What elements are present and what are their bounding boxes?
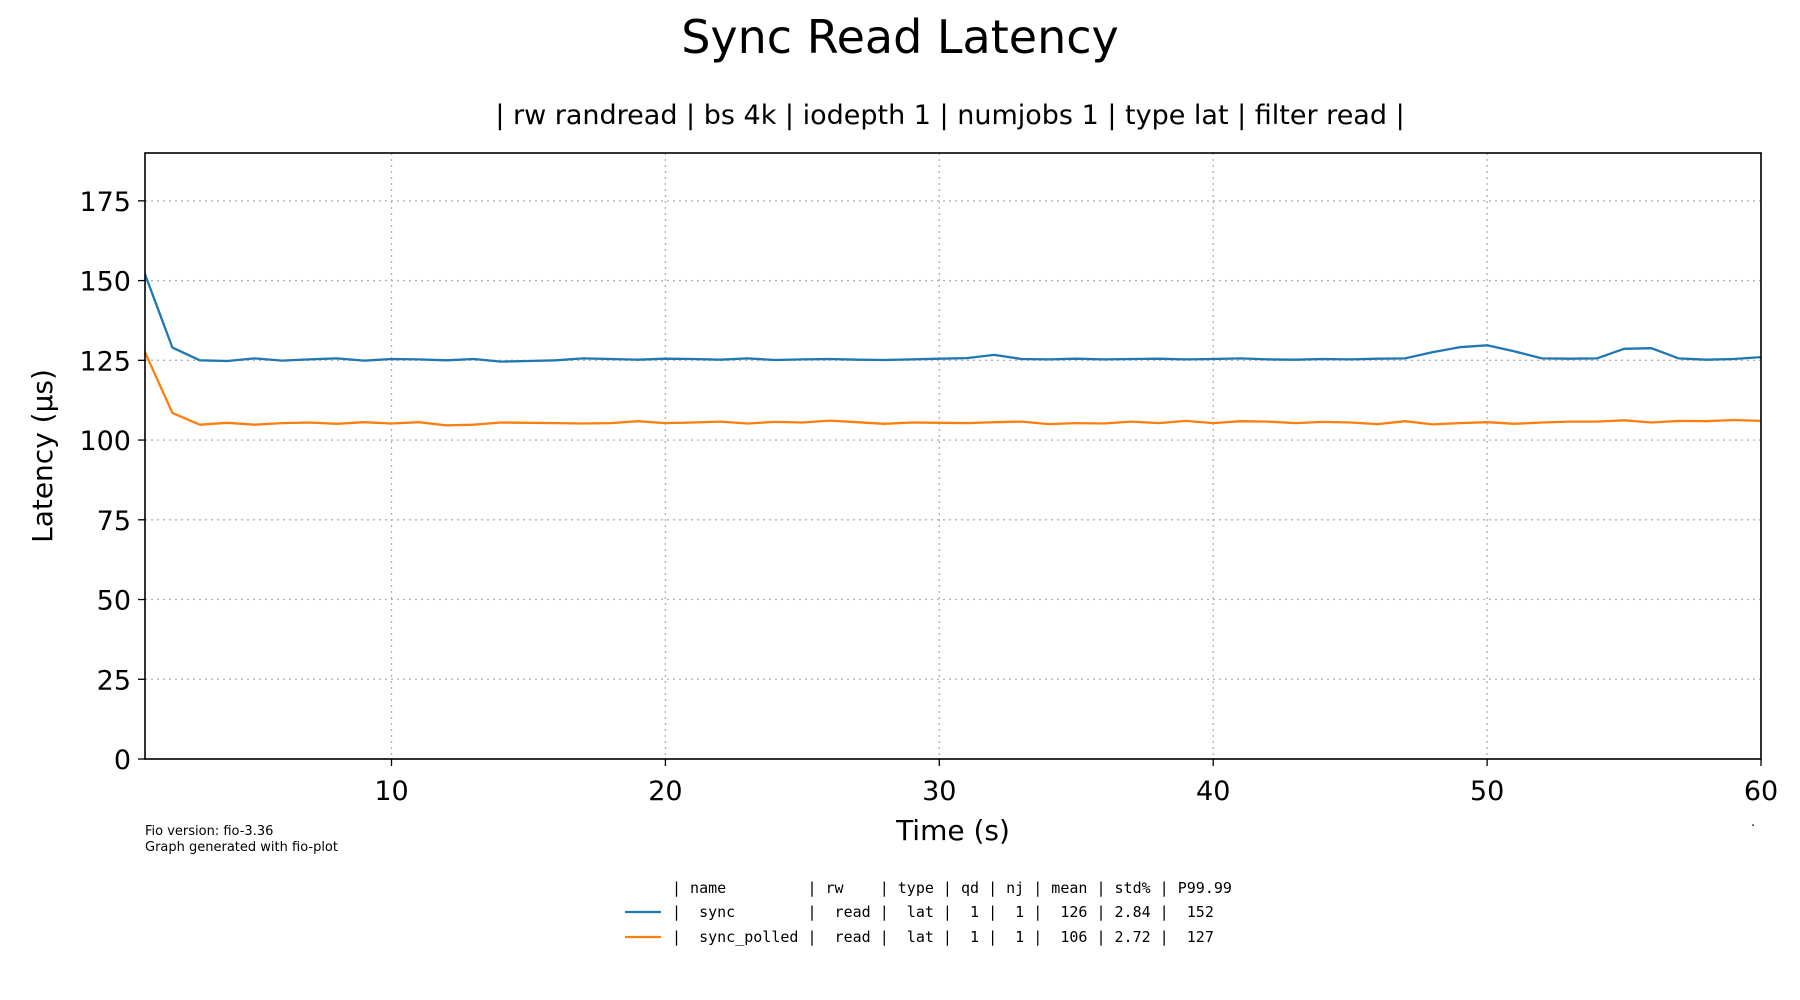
axis-ticks: 0 25 50 75 100 125 150 175 10 20 30 40 50 60 — [79, 187, 1778, 807]
x-tick-label: 60 — [1744, 776, 1778, 807]
x-tick-label: 10 — [374, 776, 408, 807]
legend-table: | name | rw | type | qd | nj | mean | st… — [625, 879, 1232, 946]
x-tick-label: 20 — [648, 776, 682, 807]
y-tick-label: 125 — [79, 346, 131, 377]
series-lines — [143, 273, 1762, 427]
legend-row-sync-polled: | sync_polled | read | lat | 1 | 1 | 106… — [672, 928, 1214, 946]
y-tick-label: 100 — [79, 426, 131, 457]
y-tick-label: 25 — [97, 665, 131, 696]
grid — [145, 153, 1762, 760]
y-axis-label: Latency (µs) — [26, 369, 59, 543]
chart-title: Sync Read Latency — [681, 10, 1119, 64]
x-tick-label: 30 — [922, 776, 956, 807]
fio-version-note: Fio version: fio-3.36 — [145, 824, 273, 839]
chart-subtitle: | rw randread | bs 4k | iodepth 1 | numj… — [495, 100, 1404, 131]
y-tick-label: 0 — [114, 745, 131, 776]
series-line-sync — [143, 273, 1762, 363]
y-tick-label: 175 — [79, 187, 131, 218]
corner-dot: . — [1751, 815, 1755, 830]
plot-frame — [144, 152, 1762, 760]
x-axis-label: Time (s) — [895, 814, 1010, 847]
series-line-sync-polled — [143, 351, 1762, 427]
legend-row-sync: | sync | read | lat | 1 | 1 | 126 | 2.84… — [672, 903, 1214, 921]
y-tick-label: 75 — [97, 506, 131, 537]
generator-note: Graph generated with fio-plot — [145, 840, 338, 855]
y-tick-label: 50 — [97, 586, 131, 617]
x-tick-label: 40 — [1196, 776, 1230, 807]
legend-header: | name | rw | type | qd | nj | mean | st… — [672, 879, 1232, 897]
y-tick-label: 150 — [79, 267, 131, 298]
x-tick-label: 50 — [1470, 776, 1504, 807]
